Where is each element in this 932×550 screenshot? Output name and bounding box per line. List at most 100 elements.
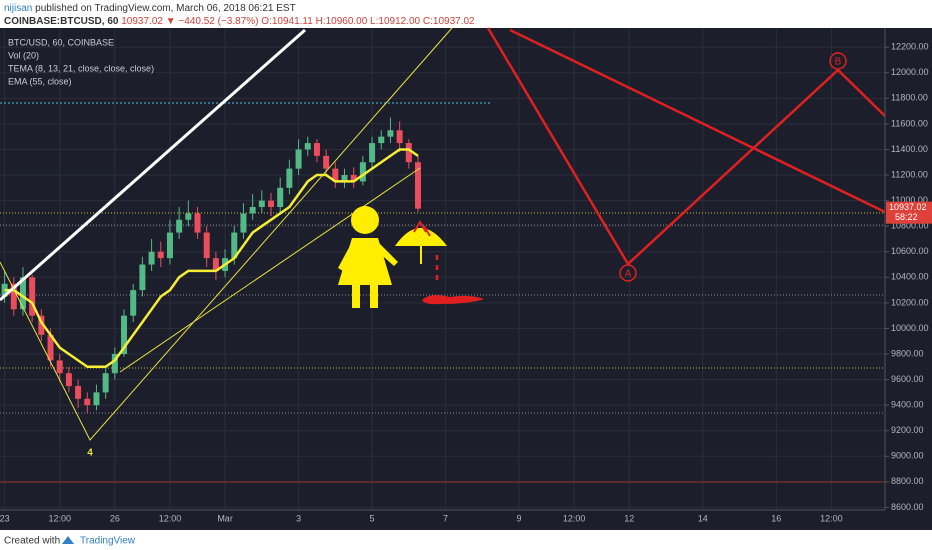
legend-entry: BTC/USD, 60, COINBASE xyxy=(8,37,114,47)
price-axis xyxy=(885,28,932,530)
woman-icon xyxy=(338,206,398,308)
candle-body xyxy=(268,200,275,207)
candle-body xyxy=(405,143,412,163)
brand[interactable]: TradingView xyxy=(80,536,136,547)
candle-body xyxy=(332,168,339,182)
y-tick-label: 10800.00 xyxy=(891,221,929,231)
price-label: 10937.02 xyxy=(889,202,927,212)
wave-label: 4 xyxy=(87,448,93,459)
x-tick-label: 12:00 xyxy=(563,513,586,523)
candle-body xyxy=(19,277,26,310)
candle-body xyxy=(47,334,54,361)
y-tick-label: 9200.00 xyxy=(891,425,924,435)
candle-body xyxy=(387,130,394,137)
channel-line xyxy=(119,167,421,373)
candle-body xyxy=(102,373,109,393)
wave-marker xyxy=(829,52,847,70)
wave-line xyxy=(509,28,886,214)
x-tick-label: Mar xyxy=(217,513,233,523)
umbrella xyxy=(395,228,447,246)
candle-body xyxy=(203,232,210,259)
price-box xyxy=(886,201,932,224)
y-tick-label: 8800.00 xyxy=(891,476,924,486)
candle-body xyxy=(313,143,320,156)
y-tick-label: 8600.00 xyxy=(891,502,924,512)
candle-body xyxy=(111,354,118,374)
brand-logo xyxy=(62,536,74,544)
channel-line xyxy=(0,27,453,441)
x-tick-label: 3 xyxy=(296,513,301,523)
x-tick-label: 12:00 xyxy=(820,513,843,523)
candle-body xyxy=(350,175,357,182)
x-tick-label: 12 xyxy=(624,513,634,523)
y-tick-label: 11000.00 xyxy=(891,195,928,205)
candle-body xyxy=(139,264,146,291)
candle-body xyxy=(56,360,63,374)
candle-body xyxy=(378,136,385,144)
candle-body xyxy=(185,213,192,220)
x-tick-label: 14 xyxy=(698,513,708,523)
published: published on TradingView.com, March 06, … xyxy=(35,3,296,14)
candle-body xyxy=(157,251,164,259)
x-tick-label: 16 xyxy=(771,513,781,523)
candle-body xyxy=(194,213,201,233)
candle-body xyxy=(231,232,238,259)
x-tick-label: 23 xyxy=(0,513,10,523)
y-tick-label: 11600.00 xyxy=(891,118,928,128)
candle-body xyxy=(75,385,82,399)
legend-entry: Vol (20) xyxy=(8,50,39,60)
y-tick-label: 10000.00 xyxy=(891,323,929,333)
candle-body xyxy=(1,283,8,297)
y-tick-label: 12200.00 xyxy=(891,42,929,52)
candle-body xyxy=(415,162,422,209)
candle-body xyxy=(295,149,302,169)
candle-body xyxy=(258,200,265,207)
ohlc: O:10941.11 H:10960.00 L:10912.00 C:10937… xyxy=(261,16,475,27)
y-tick-label: 9600.00 xyxy=(891,374,924,384)
wave-line xyxy=(486,27,886,266)
candle-body xyxy=(359,162,366,182)
candle-body xyxy=(323,155,330,169)
candle-body xyxy=(148,251,155,265)
x-tick-label: 9 xyxy=(517,513,522,523)
candle-body xyxy=(212,258,219,271)
labels: 8600.00 8800.00 9000.00 9200.00 9400.00 9600.… xyxy=(0,42,932,523)
blood-puddle xyxy=(422,295,484,305)
author[interactable]: nijisan xyxy=(4,3,32,14)
candle-body xyxy=(130,290,137,316)
legend-entry: TEMA (8, 13, 21, close, close, close) xyxy=(8,63,154,73)
legend-entry: EMA (55, close) xyxy=(8,76,72,86)
change: ▼ −440.52 (−3.87%) xyxy=(166,16,259,27)
ema-line xyxy=(4,148,419,369)
candle-body xyxy=(84,398,91,406)
y-tick-label: 10400.00 xyxy=(891,272,929,282)
x-tick-label: 26 xyxy=(110,513,120,523)
countdown: 58:22 xyxy=(895,212,918,222)
candle-body xyxy=(121,315,128,355)
y-tick-label: 10200.00 xyxy=(891,297,929,307)
candle-body xyxy=(29,277,36,316)
candle-body xyxy=(369,143,376,163)
x-tick-label: 5 xyxy=(370,513,375,523)
y-tick-label: 11200.00 xyxy=(891,169,928,179)
wave-label: A xyxy=(625,269,632,280)
wave-marker xyxy=(619,264,637,282)
candle-body xyxy=(304,143,311,150)
candle-body xyxy=(341,175,348,182)
y-tick-label: 9000.00 xyxy=(891,451,924,461)
wave-label: B xyxy=(835,57,842,68)
symbol-line: COINBASE:BTCUSD, 60 10937.02 ▼ −440.52 (… xyxy=(4,16,475,27)
candle-body xyxy=(240,213,247,233)
blood xyxy=(413,220,431,237)
candle-body xyxy=(249,206,256,214)
candle-body xyxy=(286,168,293,188)
candle-body xyxy=(10,283,17,310)
x-tick-label: 7 xyxy=(443,513,448,523)
candle-body xyxy=(65,373,72,386)
marks xyxy=(1,117,422,413)
symbol: COINBASE:BTCUSD, 60 xyxy=(4,16,119,27)
candle-body xyxy=(166,232,173,259)
y-tick-label: 11800.00 xyxy=(891,93,928,103)
x-tick-label: 12:00 xyxy=(159,513,182,523)
